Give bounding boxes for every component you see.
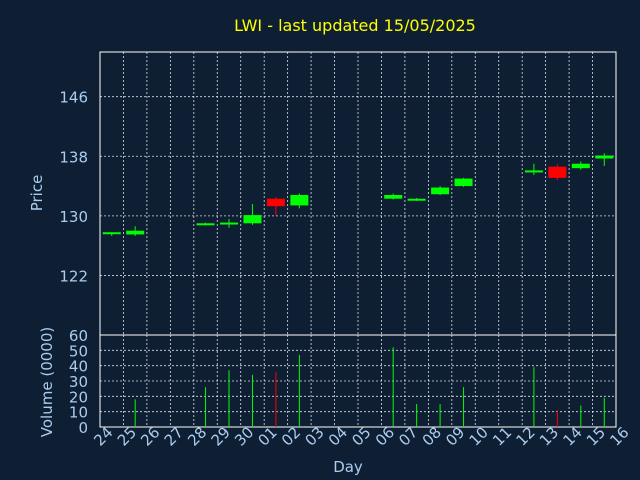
candle-body — [266, 198, 285, 207]
volume-y-tick-label: 50 — [69, 342, 88, 360]
candle-body — [454, 178, 473, 187]
volume-y-tick-label: 20 — [69, 388, 88, 406]
price-y-tick-label: 130 — [59, 208, 88, 226]
candle-body — [384, 194, 403, 199]
candle-body — [102, 232, 121, 235]
candle-body — [290, 194, 309, 206]
candle-body — [431, 187, 450, 195]
candle-body — [407, 198, 426, 201]
volume-bars — [134, 347, 605, 427]
candles — [102, 153, 614, 236]
volume-y-tick-label: 40 — [69, 358, 88, 376]
candle-body — [196, 223, 215, 226]
volume-y-tick-label: 60 — [69, 327, 88, 345]
candle-body — [524, 170, 543, 173]
volume-panel-frame — [99, 334, 617, 428]
price-axis-label: Price — [28, 175, 46, 212]
volume-y-tick-label: 0 — [78, 419, 88, 437]
price-y-tick-label: 146 — [59, 89, 88, 107]
volume-y-tick-label: 10 — [69, 404, 88, 422]
x-ticks: 2425262728293001020304050607080910111213… — [90, 423, 632, 449]
price-y-tick-label: 122 — [59, 267, 88, 285]
candle-body — [571, 163, 590, 169]
price-y-ticks: 122 130 138 146 — [59, 89, 88, 286]
candle-body — [126, 230, 145, 235]
candle-body — [548, 166, 567, 178]
candle-body — [595, 155, 614, 159]
chart-title: LWI - last updated 15/05/2025 — [234, 16, 476, 35]
volume-y-tick-label: 30 — [69, 373, 88, 391]
price-grid — [100, 52, 617, 335]
volume-axis-label: Volume (0000) — [38, 327, 56, 437]
volume-grid — [100, 335, 617, 427]
candle-body — [243, 215, 262, 224]
price-y-tick-label: 138 — [59, 148, 88, 166]
x-axis-label: Day — [333, 458, 363, 476]
candle-body — [220, 222, 238, 225]
